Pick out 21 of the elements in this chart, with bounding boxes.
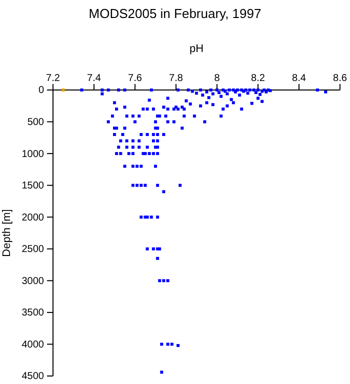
x-axis-title: pH — [189, 43, 204, 55]
y-tick-label: 2000 — [22, 212, 44, 224]
x-tick-label: 7.6 — [128, 73, 142, 84]
x-tick-label: 8.2 — [251, 73, 266, 84]
y-tick-label: 500 — [27, 116, 44, 128]
x-tick-label: 7.2 — [46, 73, 60, 84]
x-tick-label: 7.8 — [169, 73, 184, 84]
y-axis-title: Depth [m] — [1, 209, 13, 257]
chart-title: MODS2005 in February, 1997 — [88, 6, 262, 21]
y-tick-label: 3500 — [22, 308, 44, 319]
x-tick-label: 8.6 — [333, 73, 348, 84]
y-tick-label: 1500 — [22, 180, 44, 192]
y-tick-label: 1000 — [22, 148, 44, 160]
y-tick-label: 0 — [38, 85, 44, 96]
x-tick-label: 8.4 — [292, 73, 306, 84]
y-tick-label: 4000 — [22, 339, 44, 350]
y-tick-label: 2500 — [22, 244, 44, 256]
y-tick-label: 3000 — [22, 276, 44, 287]
y-tick-label: 4500 — [22, 371, 44, 382]
x-tick-label: 7.4 — [87, 73, 102, 84]
x-tick-label: 8 — [214, 73, 220, 84]
